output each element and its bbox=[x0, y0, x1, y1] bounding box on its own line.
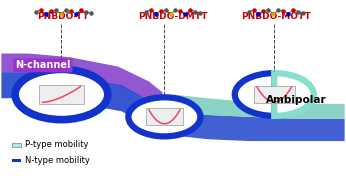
Text: Ambipolar: Ambipolar bbox=[266, 95, 326, 105]
Bar bbox=[39, 85, 84, 104]
Circle shape bbox=[128, 97, 200, 136]
Circle shape bbox=[15, 69, 108, 120]
Polygon shape bbox=[1, 53, 163, 108]
Text: N-type mobility: N-type mobility bbox=[25, 156, 90, 165]
Bar bbox=[254, 86, 295, 103]
Text: PNBDO-DMTT: PNBDO-DMTT bbox=[138, 12, 208, 21]
Text: PNBDO-MOTT: PNBDO-MOTT bbox=[241, 12, 311, 21]
Bar bbox=[12, 143, 21, 147]
Text: N-channel: N-channel bbox=[15, 60, 71, 70]
Text: PNBDO-TT: PNBDO-TT bbox=[37, 12, 89, 21]
Polygon shape bbox=[163, 108, 345, 141]
Polygon shape bbox=[146, 98, 180, 132]
Wedge shape bbox=[235, 73, 274, 116]
Polygon shape bbox=[1, 72, 163, 132]
Bar bbox=[146, 108, 183, 125]
Polygon shape bbox=[173, 94, 345, 119]
Wedge shape bbox=[274, 73, 314, 116]
Bar bbox=[12, 159, 21, 163]
Text: P-type mobility: P-type mobility bbox=[25, 140, 89, 149]
